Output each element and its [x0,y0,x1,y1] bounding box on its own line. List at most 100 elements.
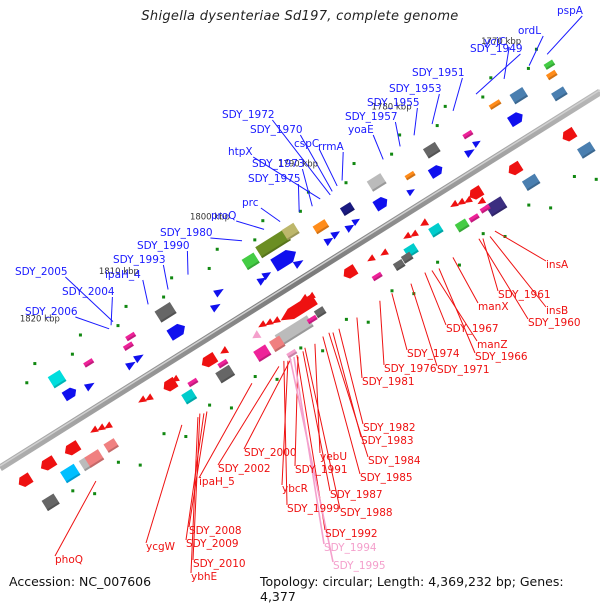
gene-feature [84,449,105,468]
gene-feature [406,189,415,197]
forward-gene-label: proQ [211,210,236,222]
gene-block [422,141,441,159]
tick-mark [261,219,265,223]
reverse-gene-arrow [201,351,219,368]
reverse-gene-label: SDY_1967 [446,323,499,335]
tick-mark [481,95,485,99]
gene-feature [306,314,318,325]
forward-gene-label: SDY_1972 [222,109,275,121]
reverse-gene-label: insA [546,259,569,271]
forward-gene-leader-line [475,53,521,95]
tick-mark [443,104,447,108]
gene-feature [269,335,286,353]
pseudo-gene-leader-line [289,356,334,563]
reverse-gene-label: SDY_1985 [360,472,413,484]
gene-feature [410,229,419,237]
gene-feature [97,423,106,431]
gene-feature [125,331,137,342]
gene-block-shade [406,173,416,181]
forward-gene-leader-line [110,296,113,326]
forward-gene-leader-line [341,151,344,181]
tick-mark [215,247,219,251]
reverse-gene-triangle [403,231,412,239]
forward-gene-triangle [351,218,360,226]
gene-feature [420,218,430,226]
tick-mark [116,324,120,328]
gene-block-shade [554,92,568,102]
gene-block [485,196,508,217]
tick-mark [184,435,188,439]
reverse-gene-leader-line [391,293,408,351]
tick-mark [390,289,394,293]
gene-feature [428,222,444,238]
forward-gene-label: SDY_1953 [389,83,442,95]
gene-block-shade [470,215,480,223]
gene-feature [392,258,406,272]
gene-block [83,358,95,368]
forward-gene-label: SDY_1957 [345,111,398,123]
reverse-gene-leader-line [494,230,547,262]
reverse-gene-leader-line [356,317,363,379]
reverse-gene-leader-line [424,272,447,326]
forward-gene-leader-line [299,134,333,192]
reverse-gene-label: SDY_1992 [325,528,378,540]
gene-block [366,173,387,192]
reverse-gene-label: SDY_1974 [407,348,460,360]
forward-gene-triangle [344,224,355,233]
gene-feature [477,196,487,205]
gene-feature [40,455,58,471]
gene-block [274,315,314,347]
gene-block [551,86,568,102]
reverse-gene-label: SDY_1987 [330,489,383,501]
pseudo-gene-label: SDY_1994 [324,542,377,554]
tick-mark [366,320,370,324]
gene-feature [292,260,304,269]
gene-feature [133,354,144,364]
gene-feature [61,387,77,402]
gene-block [577,141,596,159]
reverse-gene-label: yebU [320,451,347,463]
reverse-gene-arrow [469,185,485,200]
reverse-gene-leader-line [489,236,547,308]
forward-gene-leader-line [297,183,300,213]
forward-gene-arrow [427,165,443,179]
gene-feature [47,369,67,389]
tick-mark [93,492,97,496]
gene-feature [427,165,443,179]
forward-gene-label: SDY_1970 [250,124,303,136]
gene-feature [551,86,568,102]
gene-feature [468,213,480,223]
reverse-gene-label: insB [546,305,568,317]
gene-feature [469,185,485,200]
gene-feature [181,388,198,405]
reverse-gene-leader-line [192,413,201,561]
accession-text: Accession: NC_007606 [9,574,152,589]
forward-gene-leader-line [272,119,331,196]
gene-block-shade [107,444,119,453]
reverse-gene-label: SDY_1976 [384,363,437,375]
reverse-gene-arrow [64,440,82,456]
gene-block-shade [188,380,199,388]
tick-mark [298,209,302,213]
tick-mark [275,377,279,381]
gene-feature [217,358,229,369]
gene-block-shade [258,352,272,363]
gene-block-shade [545,62,556,70]
reverse-gene-triangle [420,218,430,226]
tick-mark [229,406,233,410]
gene-feature [138,395,147,403]
tick-mark [71,489,75,493]
reverse-gene-arrow [18,472,34,487]
reverse-gene-label: SDY_1982 [363,422,416,434]
forward-gene-label: ipaH_4 [105,269,141,281]
gene-feature [201,351,219,368]
tick-mark [78,333,82,337]
gene-feature [404,170,416,181]
gene-block [255,229,291,259]
gene-feature [313,306,327,319]
gene-feature [343,264,359,279]
reverse-gene-leader-line [54,480,97,557]
forward-gene-leader-line [162,264,169,290]
tick-mark [207,266,211,270]
